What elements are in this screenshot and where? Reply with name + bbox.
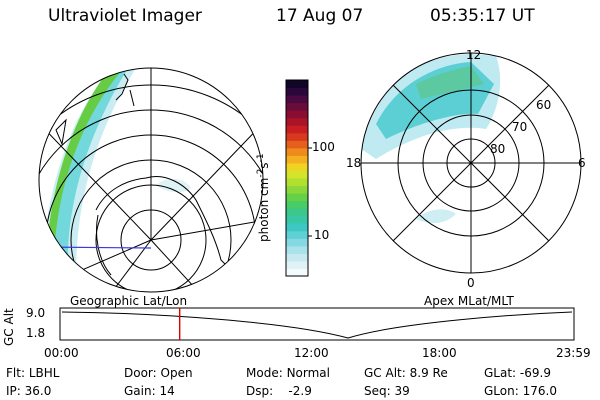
colorbar-swatch: [286, 268, 308, 277]
colorbar-swatch: [286, 147, 308, 156]
mlt-label-0: 0: [467, 276, 475, 290]
x-tick-1200: 12:00: [294, 346, 329, 360]
colorbar-tick-10: 10: [314, 228, 330, 242]
footer-seq: Seq: 39: [364, 384, 410, 398]
mlt-label-18: 18: [346, 156, 362, 170]
colorbar-tick-100: 100: [312, 140, 335, 154]
colorbar-swatch: [286, 223, 308, 232]
aurora-blob-lower: [416, 209, 456, 224]
coastline-nz: [115, 73, 135, 107]
coastline-antarctica: [95, 176, 237, 276]
footer-glon: GLon: 176.0: [484, 384, 557, 398]
colorbar-swatch: [286, 125, 308, 134]
left-panel-label: Geographic Lat/Lon: [70, 294, 188, 308]
footer-flt: Flt: LBHL: [6, 366, 60, 380]
colorbar-frame: [285, 79, 312, 277]
altitude-curve: [61, 311, 573, 339]
footer-gain: Gain: 14: [124, 384, 175, 398]
mlt-label-6: 6: [578, 156, 586, 170]
footer-ip: IP: 36.0: [6, 384, 52, 398]
colorbar-swatch: [286, 185, 308, 194]
altitude-ylabel: GC Alt: [2, 308, 16, 346]
altitude-ytick-low: 1.8: [26, 326, 46, 340]
coastline-australia: [55, 118, 67, 146]
colorbar-swatch: [286, 193, 308, 202]
colorbar-swatch: [286, 110, 308, 119]
colorbar-swatch: [286, 238, 308, 247]
colorbar-swatch: [286, 155, 308, 164]
colorbar: [286, 80, 308, 277]
mlat-label-70: 70: [512, 120, 528, 134]
aurora-speckle: [156, 178, 191, 193]
altitude-ytick-high: 9.0: [26, 306, 46, 320]
right-panel-label: Apex MLat/MLT: [424, 294, 514, 308]
footer-gc-alt: GC Alt: 8.9 Re: [364, 366, 448, 380]
colorbar-swatch: [286, 215, 308, 224]
footer-door: Door: Open: [124, 366, 193, 380]
mlat-label-60: 60: [536, 98, 552, 112]
x-tick-0000: 00:00: [44, 346, 79, 360]
aurora-oval-green: [416, 66, 484, 99]
time-label: 05:35:17 UT: [430, 6, 535, 26]
altitude-plot: [59, 307, 575, 341]
aurora-swath-outer: [41, 68, 136, 275]
colorbar-swatch: [286, 95, 308, 104]
colorbar-swatch: [286, 132, 308, 141]
colorbar-swatch: [286, 87, 308, 96]
colorbar-swatch: [286, 245, 308, 254]
colorbar-swatch: [286, 253, 308, 262]
x-tick-2359: 23:59: [556, 346, 591, 360]
colorbar-swatch: [286, 102, 308, 111]
footer-dsp: Dsp: -2.9: [246, 384, 312, 398]
date-label: 17 Aug 07: [276, 6, 364, 26]
mlt-label-12: 12: [466, 48, 482, 62]
colorbar-swatch: [286, 178, 308, 187]
colorbar-swatch: [286, 80, 308, 89]
instrument-title: Ultraviolet Imager: [48, 6, 202, 26]
x-tick-1800: 18:00: [422, 346, 457, 360]
colorbar-swatch: [286, 230, 308, 239]
colorbar-swatch: [286, 208, 308, 217]
geographic-polar-map: [38, 67, 264, 293]
mlat-label-80: 80: [490, 142, 506, 156]
colorbar-swatch: [286, 260, 308, 269]
colorbar-swatch: [286, 140, 308, 149]
footer-mode: Mode: Normal: [246, 366, 330, 380]
colorbar-swatch: [286, 170, 308, 179]
colorbar-swatch: [286, 162, 308, 171]
colorbar-swatch: [286, 117, 308, 126]
colorbar-label: photon cm-2s-1: [256, 153, 271, 242]
magnetic-polar-dial: [360, 52, 582, 274]
colorbar-swatch: [286, 200, 308, 209]
x-tick-0600: 06:00: [166, 346, 201, 360]
aurora-swath-cyan: [50, 68, 128, 270]
footer-glat: GLat: -69.9: [484, 366, 551, 380]
